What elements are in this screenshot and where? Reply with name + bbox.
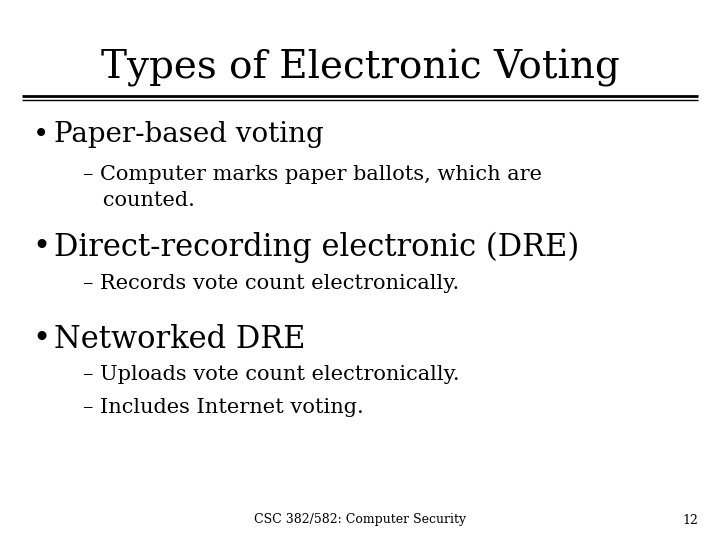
Text: Types of Electronic Voting: Types of Electronic Voting: [101, 49, 619, 86]
Text: 12: 12: [683, 514, 698, 526]
Text: •: •: [32, 232, 50, 263]
Text: •: •: [32, 324, 50, 355]
Text: CSC 382/582: Computer Security: CSC 382/582: Computer Security: [254, 514, 466, 526]
Text: – Records vote count electronically.: – Records vote count electronically.: [83, 274, 459, 293]
Text: – Computer marks paper ballots, which are
   counted.: – Computer marks paper ballots, which ar…: [83, 165, 541, 210]
Text: Direct-recording electronic (DRE): Direct-recording electronic (DRE): [54, 232, 580, 264]
Text: – Uploads vote count electronically.: – Uploads vote count electronically.: [83, 364, 459, 383]
Text: •: •: [32, 122, 49, 148]
Text: – Includes Internet voting.: – Includes Internet voting.: [83, 398, 364, 417]
Text: Paper-based voting: Paper-based voting: [54, 122, 324, 148]
Text: Networked DRE: Networked DRE: [54, 324, 305, 355]
